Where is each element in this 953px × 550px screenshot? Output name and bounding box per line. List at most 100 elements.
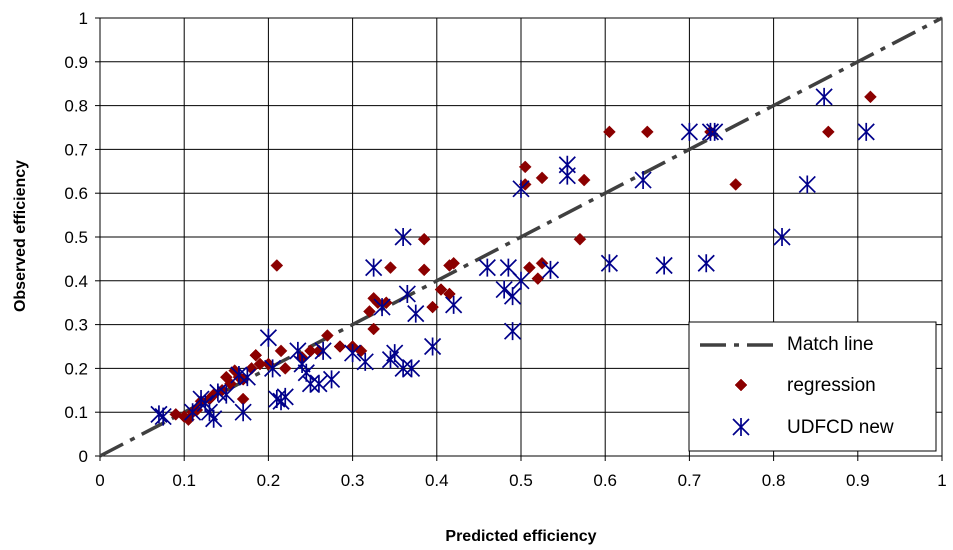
regression-point bbox=[523, 261, 536, 275]
y-tick-label: 0.8 bbox=[64, 97, 88, 116]
regression-point bbox=[253, 357, 267, 371]
udfcd-new-point bbox=[394, 228, 412, 246]
regression-point bbox=[821, 125, 835, 139]
udfcd-new-point bbox=[343, 344, 362, 363]
x-axis-ticks: 0 0.1 0.2 0.3 0.4 0.5 0.6 0.7 0.8 0.9 1 bbox=[95, 456, 947, 490]
udfcd-new-point bbox=[310, 374, 328, 393]
udfcd-new-point bbox=[356, 352, 374, 371]
regression-point bbox=[447, 256, 460, 270]
udfcd-new-point bbox=[634, 171, 652, 190]
legend-label-regression: regression bbox=[787, 375, 876, 396]
x-tick-label: 0.2 bbox=[257, 471, 281, 490]
x-tick-label: 0.9 bbox=[846, 471, 870, 490]
x-tick-label: 0.8 bbox=[762, 471, 786, 490]
regression-point bbox=[249, 348, 263, 362]
legend-udfcd-new-marker bbox=[732, 418, 750, 436]
udfcd-new-point bbox=[314, 341, 332, 360]
y-tick-label: 0.1 bbox=[64, 403, 88, 422]
udfcd-new-point bbox=[815, 87, 833, 106]
y-tick-label: 0.3 bbox=[64, 316, 88, 335]
legend-label-match-line: Match line bbox=[787, 334, 874, 355]
regression-point bbox=[367, 322, 381, 336]
udfcd-new-point bbox=[301, 374, 320, 393]
regression-point bbox=[245, 362, 258, 375]
udfcd-new-point bbox=[238, 368, 256, 387]
regression-point bbox=[274, 344, 288, 358]
legend-swatch-regression bbox=[734, 378, 748, 392]
x-tick-label: 0.4 bbox=[425, 471, 449, 490]
udfcd-new-point bbox=[394, 359, 412, 378]
udfcd-new-point bbox=[365, 258, 383, 277]
udfcd-new-point bbox=[495, 280, 513, 299]
legend-label-udfcd-new: UDFCD new bbox=[787, 417, 894, 438]
udfcd-new-point bbox=[398, 284, 416, 303]
udfcd-new-point bbox=[217, 385, 235, 404]
y-tick-label: 0.6 bbox=[64, 184, 88, 203]
udfcd-new-point bbox=[445, 295, 463, 314]
udfcd-new-point bbox=[512, 271, 530, 290]
regression-point bbox=[384, 261, 397, 275]
udfcd-new-point bbox=[322, 370, 341, 389]
regression-point bbox=[518, 160, 532, 174]
legend-box bbox=[688, 321, 937, 452]
udfcd-new-point bbox=[264, 359, 282, 378]
udfcd-new-point bbox=[154, 407, 172, 426]
udfcd-new-point bbox=[259, 328, 278, 347]
y-tick-label: 0.7 bbox=[64, 140, 88, 159]
regression-point bbox=[363, 305, 376, 318]
udfcd-new-point bbox=[701, 122, 720, 141]
regression-point bbox=[333, 340, 347, 353]
udfcd-new-point bbox=[386, 344, 404, 363]
udfcd-new-point bbox=[857, 122, 875, 141]
x-tick-label: 0.7 bbox=[678, 471, 702, 490]
x-axis-title: Predicted efficiency bbox=[445, 528, 596, 545]
regression-point bbox=[434, 283, 448, 296]
y-tick-label: 0.2 bbox=[64, 359, 88, 378]
udfcd-new-point bbox=[558, 166, 576, 185]
regression-point bbox=[320, 329, 334, 342]
udfcd-new-point bbox=[402, 359, 421, 378]
regression-point bbox=[531, 272, 545, 285]
y-axis-ticks: 0 0.1 0.2 0.3 0.4 0.5 0.6 0.7 0.8 0.9 1 bbox=[64, 9, 100, 466]
udfcd-new-point bbox=[423, 337, 442, 356]
udfcd-new-point bbox=[680, 122, 699, 141]
udfcd-new-point bbox=[798, 175, 816, 194]
legend: Match line regression UDFCD new bbox=[688, 321, 937, 452]
regression-point bbox=[573, 232, 587, 246]
regression-point bbox=[270, 259, 284, 272]
regression-point bbox=[426, 300, 439, 314]
regression-point bbox=[577, 173, 591, 187]
y-tick-label: 0 bbox=[79, 447, 88, 466]
udfcd-new-point bbox=[184, 403, 202, 422]
udfcd-new-point bbox=[503, 287, 522, 306]
udfcd-new-point bbox=[205, 409, 223, 428]
udfcd-new-point bbox=[706, 122, 724, 141]
udfcd-new-point bbox=[276, 387, 294, 406]
x-tick-label: 0.5 bbox=[509, 471, 533, 490]
x-tick-label: 0 bbox=[95, 471, 104, 490]
regression-point bbox=[729, 178, 743, 191]
udfcd-new-point bbox=[196, 394, 214, 413]
udfcd-new-point bbox=[234, 403, 252, 422]
y-tick-label: 0.9 bbox=[64, 53, 88, 72]
y-tick-label: 0.5 bbox=[64, 228, 88, 247]
udfcd-new-point bbox=[697, 254, 715, 273]
udfcd-new-point bbox=[293, 355, 311, 374]
regression-point bbox=[864, 90, 877, 104]
udfcd-new-point bbox=[512, 179, 530, 198]
x-tick-label: 0.1 bbox=[172, 471, 196, 490]
udfcd-new-point bbox=[407, 304, 425, 323]
regression-point bbox=[535, 171, 549, 185]
x-tick-label: 0.3 bbox=[341, 471, 365, 490]
series-udfcd-new bbox=[150, 87, 875, 428]
y-tick-label: 0.4 bbox=[64, 272, 88, 291]
udfcd-new-point bbox=[541, 260, 560, 279]
legend-regression-marker bbox=[734, 378, 748, 392]
udfcd-new-point bbox=[600, 254, 619, 273]
udfcd-new-point bbox=[289, 341, 307, 360]
regression-point bbox=[304, 344, 317, 358]
udfcd-new-point bbox=[773, 228, 791, 246]
x-tick-label: 1 bbox=[937, 471, 946, 490]
regression-point bbox=[417, 232, 431, 246]
